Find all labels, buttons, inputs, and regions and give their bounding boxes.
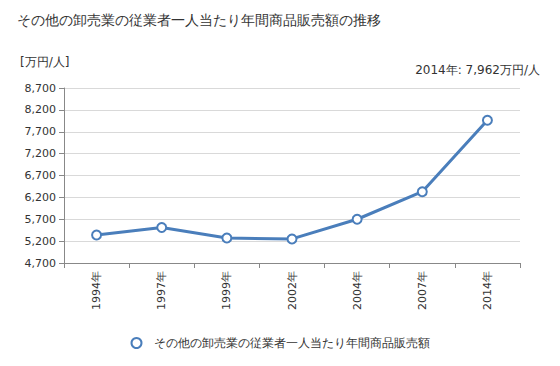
svg-text:2004年: 2004年 — [351, 271, 364, 310]
svg-text:5,700: 5,700 — [25, 213, 57, 226]
svg-text:2014年: 2014年 — [481, 271, 494, 310]
svg-text:2002年: 2002年 — [286, 271, 299, 310]
svg-text:1994年: 1994年 — [90, 271, 103, 310]
svg-text:8,200: 8,200 — [25, 103, 57, 116]
svg-text:6,700: 6,700 — [25, 169, 57, 182]
svg-text:2014年: 7,962万円/人: 2014年: 7,962万円/人 — [415, 63, 540, 77]
svg-text:その他の卸売業の従業者一人当たり年間商品販売額: その他の卸売業の従業者一人当たり年間商品販売額 — [154, 336, 430, 350]
svg-text:6,200: 6,200 — [25, 191, 57, 204]
svg-text:7,700: 7,700 — [25, 125, 57, 138]
svg-text:その他の卸売業の従業者一人当たり年間商品販売額の推移: その他の卸売業の従業者一人当たり年間商品販売額の推移 — [17, 12, 381, 28]
svg-text:[万円/人]: [万円/人] — [20, 55, 69, 69]
svg-text:1999年: 1999年 — [220, 271, 233, 310]
svg-text:8,700: 8,700 — [25, 82, 57, 95]
svg-text:4,700: 4,700 — [25, 257, 57, 270]
svg-text:2007年: 2007年 — [416, 271, 429, 310]
svg-text:1997年: 1997年 — [155, 271, 168, 310]
svg-text:7,200: 7,200 — [25, 147, 57, 160]
svg-text:5,200: 5,200 — [25, 235, 57, 248]
